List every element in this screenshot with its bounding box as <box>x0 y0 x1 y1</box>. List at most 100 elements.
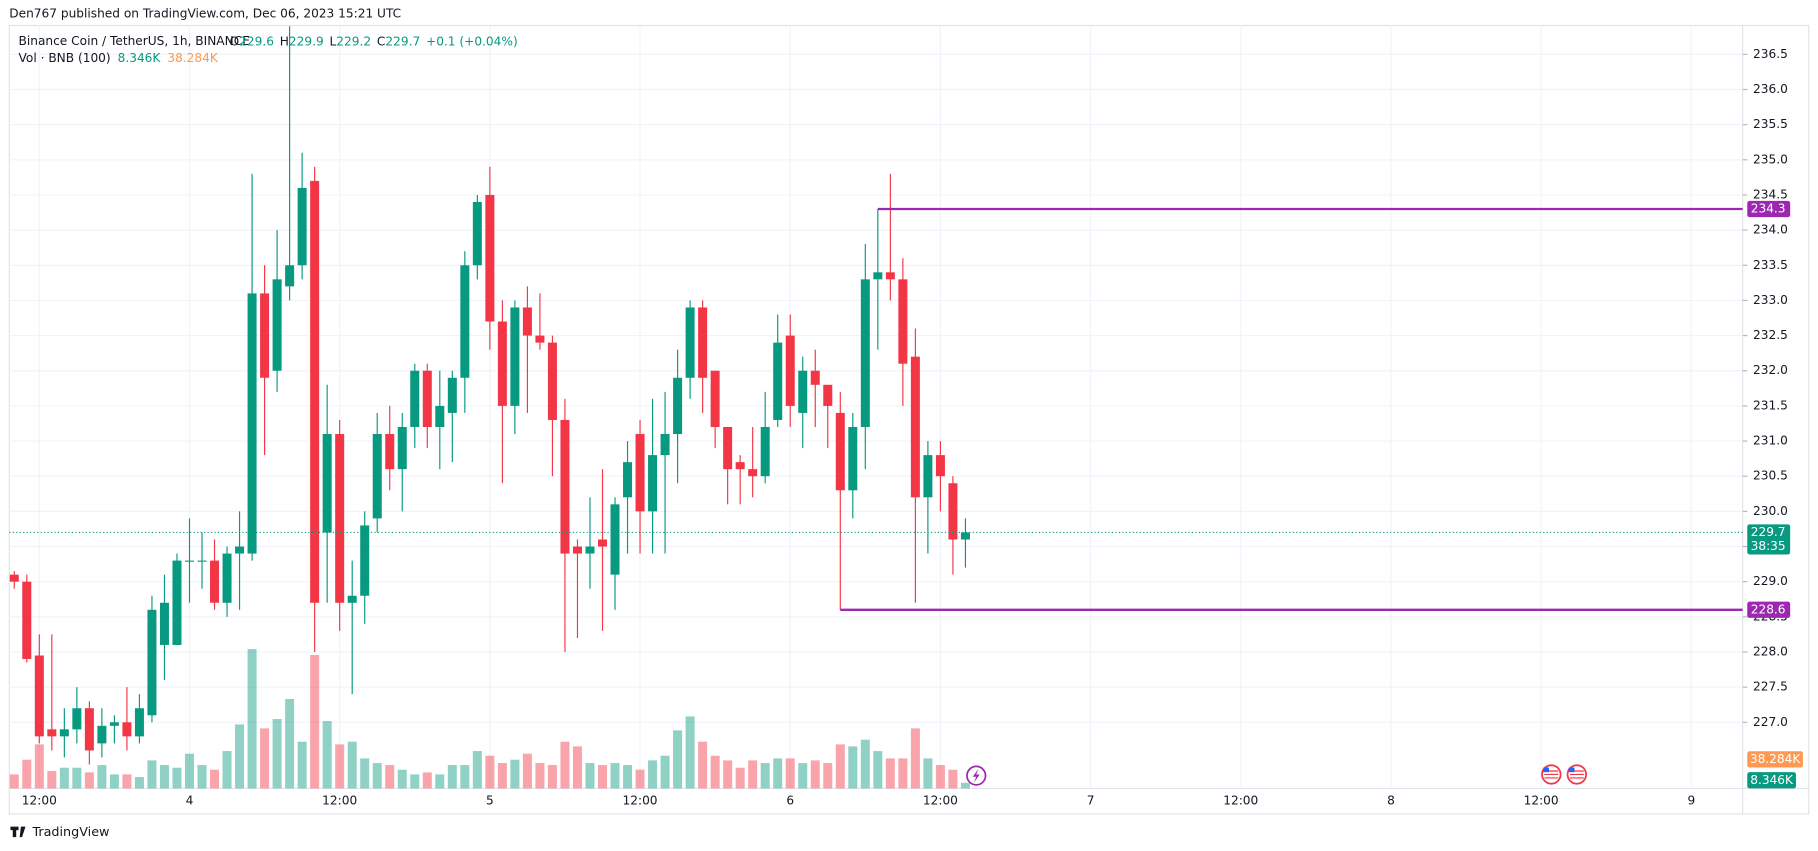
x-tick-label: 7 <box>1087 794 1095 808</box>
volume-bar <box>297 741 307 789</box>
volume-bar <box>798 763 808 789</box>
legend-value: 229.6 <box>239 34 274 48</box>
volume-bar <box>59 767 69 789</box>
candle-body <box>810 370 820 385</box>
x-tick-label: 12:00 <box>1524 794 1559 808</box>
volume-bar <box>848 746 858 789</box>
candle-body <box>597 539 608 547</box>
volume-bar <box>472 751 482 789</box>
ohlc-legend: O229.6 H229.9 L229.2 C229.7 +0.1 (+0.04%) <box>230 34 518 48</box>
volume-bar <box>410 774 420 789</box>
candle-body <box>184 560 195 562</box>
volume-bar <box>572 746 582 789</box>
volume-bar <box>322 721 332 789</box>
y-tick-label: 235.0 <box>1753 152 1788 166</box>
candle-body <box>134 708 144 737</box>
volume-bar <box>122 774 132 789</box>
y-tick-label: 232.5 <box>1753 328 1788 342</box>
volume-bar <box>310 655 320 789</box>
y-tick-label: 231.5 <box>1753 398 1788 412</box>
candle-body <box>422 370 432 427</box>
volume-bar <box>272 719 282 789</box>
x-tick-label: 12:00 <box>923 794 958 808</box>
volume-bar <box>635 769 645 789</box>
volume-bar <box>22 759 32 789</box>
y-tick-label: 228.0 <box>1753 644 1788 658</box>
candle-body <box>435 405 445 427</box>
candle-body <box>698 307 708 378</box>
legend-value: 229.2 <box>336 34 371 48</box>
candle-body <box>522 307 532 336</box>
candle-body <box>310 180 320 603</box>
volume-bar <box>447 765 457 789</box>
volume-bar <box>109 774 119 789</box>
y-tick-label: 230.0 <box>1753 504 1788 518</box>
candle-body <box>59 729 69 737</box>
candle-body <box>948 483 958 540</box>
candle-body <box>47 729 57 737</box>
volume-bar <box>235 724 245 789</box>
volume-bar <box>660 755 670 789</box>
y-tick-label: 229.0 <box>1753 574 1788 588</box>
candle-body <box>785 335 795 406</box>
volume-bar <box>435 774 445 789</box>
grid <box>9 25 1748 789</box>
volume-bar <box>785 758 795 789</box>
volume-bar <box>860 739 870 789</box>
candle-body <box>710 370 720 427</box>
candle-body <box>159 602 169 645</box>
candle-body <box>197 560 207 562</box>
candle-body <box>648 455 658 512</box>
candle-body <box>535 335 545 343</box>
candle-body <box>147 609 157 716</box>
y-tick-label: 236.0 <box>1753 82 1788 96</box>
volume-bar <box>210 769 220 789</box>
y-tick-label: 234.5 <box>1753 187 1788 201</box>
x-tick-label: 12:00 <box>22 794 57 808</box>
candle-body <box>247 293 257 554</box>
volume-bar <box>560 741 570 789</box>
candle-body <box>735 462 745 470</box>
volume-bar <box>648 760 658 789</box>
candle-body <box>460 265 470 378</box>
legend-key: L <box>330 34 337 48</box>
lightning-icon <box>966 765 987 786</box>
volume-bar <box>623 765 633 789</box>
volume-ma-value: 38.284K <box>167 50 219 64</box>
brand-text: TradingView <box>31 825 109 840</box>
x-tick-label: 12:00 <box>1223 794 1258 808</box>
candle-body <box>360 525 370 596</box>
candle-body <box>9 574 19 582</box>
candle-body <box>22 581 32 660</box>
labels: 227.0227.5228.0228.5229.0229.5230.0230.5… <box>22 47 1803 808</box>
candle-body <box>935 455 945 477</box>
y-tick-label: 227.0 <box>1753 715 1788 729</box>
candle-body <box>860 279 870 427</box>
volume-bar <box>247 649 257 789</box>
volume-ma-label: 38.284K <box>1750 752 1802 766</box>
y-tick-label: 230.5 <box>1753 469 1788 483</box>
volume-title: Vol · BNB (100) 8.346K 38.284K <box>19 50 219 64</box>
x-tick-label: 12:00 <box>623 794 658 808</box>
legend-key: C <box>377 34 386 48</box>
candle-body <box>222 553 232 603</box>
candle-body <box>547 342 557 420</box>
volume-bar <box>910 728 920 789</box>
volume-bar <box>97 765 107 789</box>
candle-body <box>960 532 970 540</box>
symbol-title: Binance Coin / TetherUS, 1h, BINANCE <box>19 34 250 48</box>
legend-key: H <box>280 34 289 48</box>
candle-body <box>322 434 332 533</box>
candle-body <box>773 342 783 420</box>
x-tick-label: 4 <box>186 794 194 808</box>
candle-body <box>34 655 44 737</box>
candle-body <box>823 384 833 406</box>
volume-bar <box>460 765 470 789</box>
candle-body <box>760 426 770 477</box>
candle-body <box>572 546 582 554</box>
candle-body <box>610 504 620 575</box>
candle-body <box>560 419 570 554</box>
candle-body <box>898 279 908 364</box>
volume-bar <box>159 765 169 789</box>
